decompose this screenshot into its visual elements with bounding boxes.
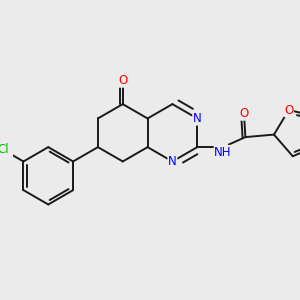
Text: N: N bbox=[193, 112, 202, 125]
Text: O: O bbox=[239, 107, 249, 120]
Text: O: O bbox=[284, 103, 293, 116]
Text: O: O bbox=[118, 74, 128, 87]
Text: Cl: Cl bbox=[0, 143, 9, 156]
Text: N: N bbox=[168, 155, 177, 168]
Text: NH: NH bbox=[214, 146, 232, 158]
